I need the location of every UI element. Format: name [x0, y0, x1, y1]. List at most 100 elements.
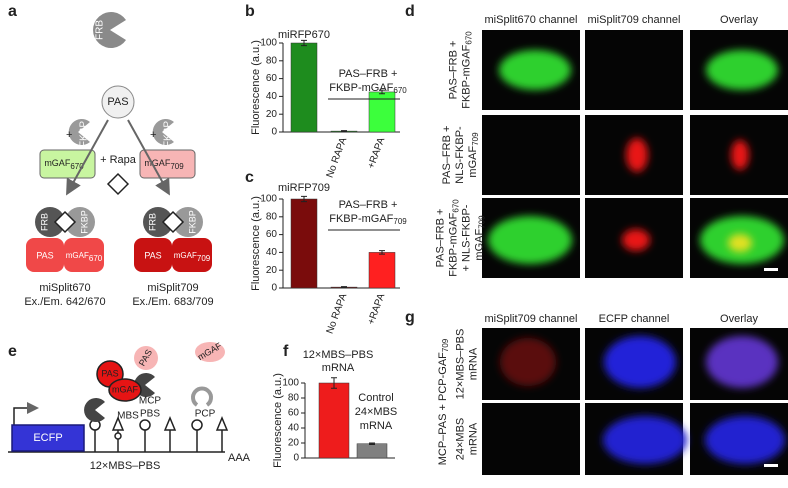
row-label-main: MCP–PAS + PCP-GAF — [437, 352, 449, 465]
row-label-main: FKBP-mGAF — [447, 212, 459, 276]
pas-shape — [101, 85, 135, 119]
repeat: 12×MBS–PBS — [90, 460, 161, 472]
column-header: Overlay — [720, 14, 758, 26]
scale-bar — [764, 464, 778, 467]
row-label: NLS-FKBP- — [454, 126, 466, 184]
annotation-sub: 709 — [393, 217, 407, 226]
fkbp-text: FKBP — [79, 121, 90, 147]
row-label-main: mGAF — [473, 229, 485, 261]
row-label: 12×MBS–PBS — [454, 329, 466, 400]
bar — [368, 91, 396, 133]
row-label: + NLS-FKBP- — [460, 204, 472, 271]
diagram-a: FRB PAS FKBP FKBP + + mGAF670 mGAF709 + … — [24, 11, 214, 308]
y-tick-label: 0 — [271, 283, 277, 294]
arrow — [66, 119, 109, 196]
row-label-main: PAS–FRB + — [447, 41, 459, 100]
row-label: PAS–FRB + — [447, 41, 459, 100]
pas-text: PAS — [144, 250, 161, 260]
row-label: MCP–PAS + PCP-GAF709 — [437, 338, 450, 465]
fkbp-text: FKBP — [187, 210, 197, 234]
y-tick-label: 20 — [266, 265, 278, 276]
annotation-main: FKBP-mGAF — [329, 82, 393, 94]
y-tick-label: 0 — [271, 127, 277, 138]
bar — [290, 198, 318, 289]
row-label-main: + NLS-FKBP- — [460, 204, 472, 271]
y-axis-label: Fluorescence (a.u.) — [250, 196, 262, 291]
y-tick-label: 20 — [288, 438, 300, 449]
annotation: FKBP-mGAF670 — [329, 82, 407, 95]
panel-label: c — [245, 169, 254, 186]
construct-spectra: Ex./Em. 683/709 — [132, 296, 213, 308]
bar — [318, 382, 350, 459]
y-tick-label: 20 — [266, 109, 278, 120]
row-label-main: 24×MBS — [454, 418, 466, 461]
annotation-main: FKBP-mGAF — [329, 213, 393, 225]
cell-signal — [706, 336, 778, 388]
row-label-main: mGAF — [467, 146, 479, 178]
mcp: MCP — [139, 396, 162, 407]
column-header: miSplit709 channel — [588, 14, 681, 26]
rapa: + Rapa — [100, 154, 137, 166]
pas-text: PAS — [107, 96, 128, 108]
y-axis-label: Fluorescence (a.u.) — [272, 373, 284, 468]
cell-signal — [603, 416, 687, 464]
micrograph — [585, 30, 683, 110]
pas-text: PAS — [36, 250, 53, 260]
frb-shape — [93, 11, 126, 48]
column-header: miSplit709 channel — [485, 313, 578, 325]
construct-name: miSplit709 — [147, 282, 198, 294]
row-label-main: FKBP-mGAF — [460, 44, 472, 108]
plus: + — [150, 129, 156, 141]
chart-title: 12×MBS–PBS — [303, 349, 374, 361]
y-tick-label: 100 — [260, 194, 277, 205]
bar — [290, 42, 318, 133]
cell-signal — [604, 336, 676, 388]
chart-title: miRFP670 — [278, 29, 330, 41]
row-label: 24×MBS — [454, 418, 466, 461]
micrograph — [482, 403, 580, 475]
y-tick-label: 100 — [282, 378, 299, 389]
row-label-main: 12×MBS–PBS — [454, 329, 466, 400]
cell-signal — [705, 416, 785, 464]
mgaf-text: mGAF709 — [144, 158, 184, 171]
annotation-main: PAS–FRB + — [339, 68, 398, 80]
annotation-main: 24×MBS — [355, 406, 398, 418]
annotation: Control — [358, 392, 393, 404]
y-tick-label: 40 — [288, 423, 300, 434]
error-bar — [341, 286, 347, 289]
mgaf: mGAF — [112, 384, 139, 394]
pbs: PBS — [140, 409, 160, 420]
y-tick-label: 80 — [288, 393, 300, 404]
bar — [368, 252, 396, 289]
fkbp-text: FKBP — [163, 121, 174, 147]
construct-name: miSplit670 — [39, 282, 90, 294]
pcp: PCP — [195, 409, 216, 420]
y-axis-label: Fluorescence (a.u.) — [250, 40, 262, 135]
polya: AAA — [228, 452, 251, 464]
panel-label: f — [283, 343, 289, 360]
row-label-main: NLS-FKBP- — [454, 126, 466, 184]
rapa-diamond — [106, 172, 130, 196]
complex-670: FRB FKBP PAS mGAF670 — [26, 207, 104, 272]
row-label-sub: 709 — [441, 338, 450, 352]
ecfp: ECFP — [33, 432, 62, 444]
column-header: Overlay — [720, 313, 758, 325]
annotation-main: mRNA — [360, 420, 393, 432]
panel-label: d — [405, 3, 415, 20]
frb-text: FRB — [39, 213, 49, 231]
cell-signal — [500, 338, 556, 386]
cell-signal — [731, 140, 749, 170]
error-bar — [331, 377, 337, 389]
annotation-main: PAS–FRB + — [339, 199, 398, 211]
row-label-main: PAS–FRB + — [434, 209, 446, 268]
panel-label: e — [8, 343, 17, 360]
x-tick-label: +RAPA — [366, 292, 388, 326]
row-label-main: mRNA — [467, 347, 479, 380]
column-header: ECFP channel — [599, 313, 670, 325]
y-tick-label: 60 — [266, 229, 278, 240]
row-label: FKBP-mGAF670 — [447, 199, 460, 277]
error-bar — [369, 442, 375, 445]
y-tick-label: 80 — [266, 211, 278, 222]
annotation: 24×MBS — [355, 406, 398, 418]
